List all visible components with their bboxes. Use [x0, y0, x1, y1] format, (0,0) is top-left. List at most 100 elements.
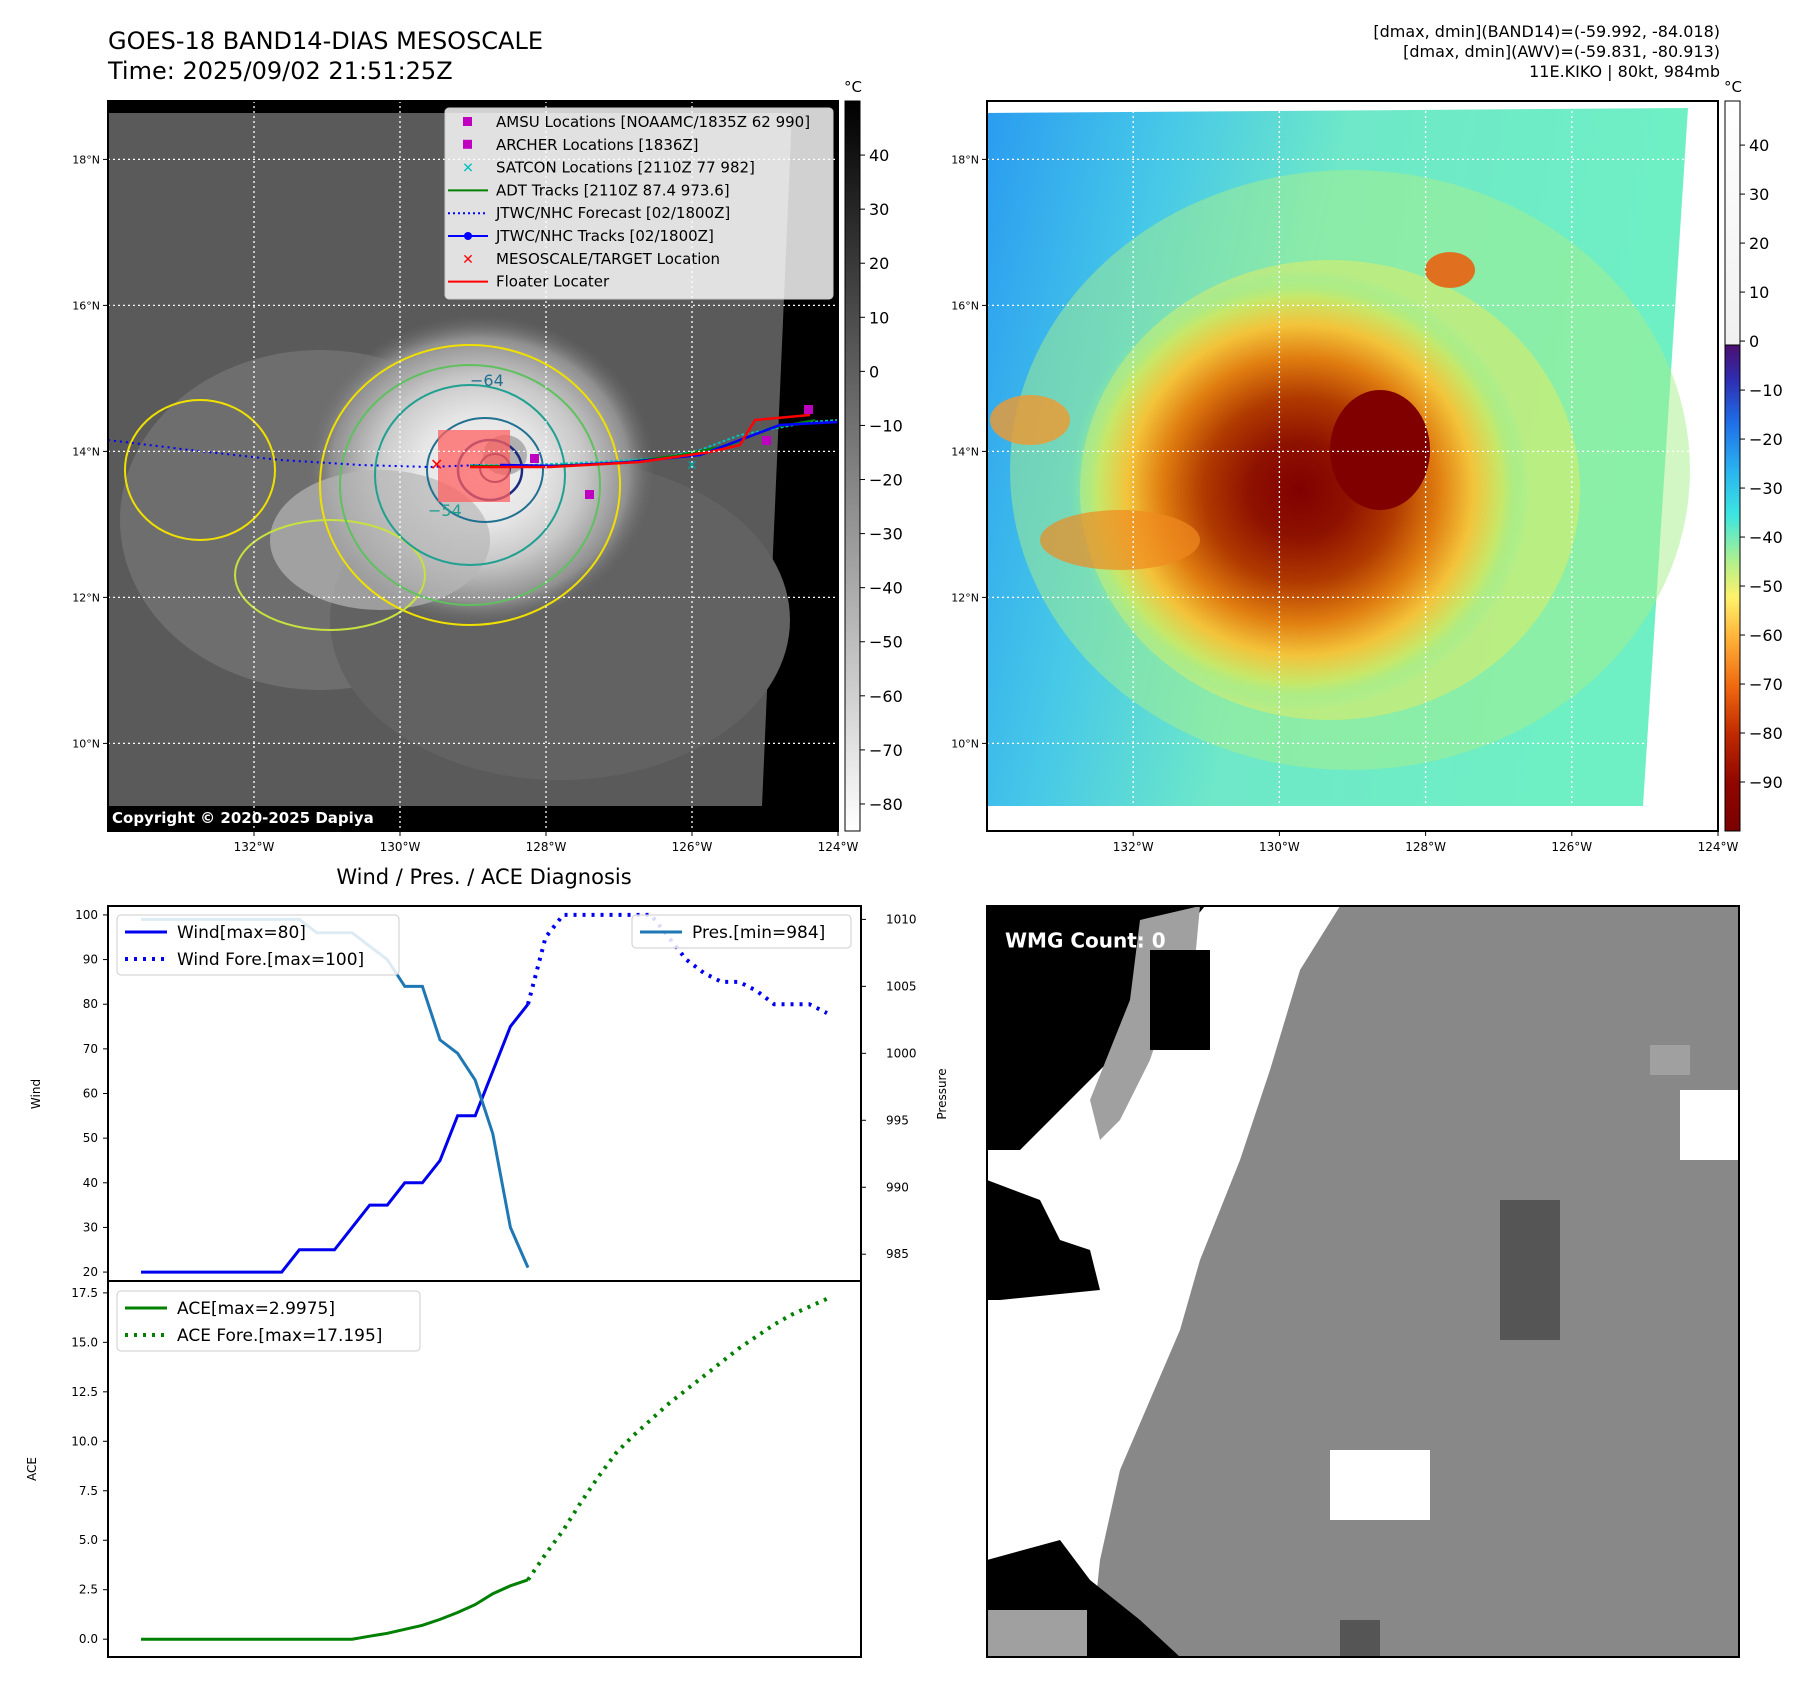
legend-box [116, 914, 400, 976]
ace-tick-label: 2.5 [79, 1583, 98, 1597]
lat-tick-label: 10°N [72, 737, 100, 750]
legend-marker-dot [464, 232, 472, 240]
ace-tick-label: 5.0 [79, 1533, 98, 1547]
ace-tick-label: 12.5 [71, 1385, 98, 1399]
lon-tick-label: 128°W [526, 840, 567, 854]
wmg-black-block [1150, 950, 1210, 1050]
wind-tick-label: 100 [75, 908, 98, 922]
ir-satellite-panel: ✕ ✕ −64 −54 AMSU Locations [NOAAMC/1835Z… [72, 78, 903, 854]
lon-tick-label: 132°W [234, 840, 275, 854]
legend-box [631, 914, 852, 949]
legend-label: AMSU Locations [NOAAMC/1835Z 62 990] [496, 113, 810, 131]
colorbar-tick-label: −40 [869, 579, 903, 598]
wind-tick-label: 30 [83, 1220, 98, 1234]
colorbar-tick-label: −80 [869, 795, 903, 814]
pressure-axis-label: Pressure [935, 1068, 949, 1119]
colorbar-tick-label: 20 [1749, 234, 1769, 253]
awv-panel-frame [986, 100, 1719, 832]
colorbar-tick-label: 20 [869, 254, 889, 273]
wmg-darkgray-block [1340, 1620, 1380, 1657]
pressure-legend: Pres.[min=984] [631, 914, 852, 949]
ir-panel-frame [107, 100, 839, 832]
wmg-black-region [987, 1180, 1100, 1300]
colorbar-tick-label: −60 [1749, 626, 1783, 645]
legend-box [116, 1290, 421, 1352]
colorbar-tick-label: −60 [869, 687, 903, 706]
contour-label: −54 [428, 501, 462, 520]
ir-axis-ticks: 132°W 130°W 128°W 126°W 124°W 18°N 16°N 14°N 12°… [72, 153, 858, 854]
awv-colorbar-lower [1724, 344, 1741, 832]
figure-time: Time: 2025/09/02 21:51:25Z [108, 57, 453, 85]
ir-colorbar-unit: °C [844, 78, 862, 96]
colorbar-tick-label: −20 [1749, 430, 1783, 449]
colorbar-tick-label: −50 [1749, 577, 1783, 596]
lon-tick-label: 126°W [1551, 840, 1592, 854]
legend-label: ARCHER Locations [1836Z] [496, 136, 699, 154]
legend-label: ACE[max=2.9975] [177, 1299, 335, 1319]
wind-tick-label: 90 [83, 953, 98, 967]
lat-tick-label: 14°N [951, 445, 979, 458]
legend-label: ACE Fore.[max=17.195] [177, 1326, 382, 1346]
pressure-tick-label: 985 [886, 1247, 909, 1261]
ace-tick-label: 15.0 [71, 1335, 98, 1349]
colorbar-tick-label: 30 [869, 200, 889, 219]
awv-colorbar-ticks: 40 30 20 10 0 −10 −20 −30 −40 −50 −60 −70 −80 −90 [1740, 136, 1783, 792]
lat-tick-label: 14°N [72, 445, 100, 458]
colorbar-tick-label: −50 [869, 633, 903, 652]
wmg-panel: WMG Count: 0 [986, 905, 1740, 1658]
legend-label: Wind Fore.[max=100] [177, 950, 364, 970]
ace-tick-label: 10.0 [71, 1434, 98, 1448]
awv-colorbar-upper [1724, 100, 1741, 346]
wmg-white-block [1680, 1090, 1739, 1160]
colorbar-tick-label: −30 [869, 525, 903, 544]
lat-tick-label: 16°N [72, 299, 100, 312]
band14-range-text: [dmax, dmin](BAND14)=(-59.992, -84.018) [1373, 22, 1720, 41]
lon-tick-label: 126°W [672, 840, 713, 854]
wmg-lightgray-block [1650, 1045, 1690, 1075]
ace-axis-label: ACE [25, 1457, 39, 1481]
wind-tick-label: 40 [83, 1176, 98, 1190]
svg-text:✕: ✕ [430, 455, 443, 474]
colorbar-tick-label: 40 [1749, 136, 1769, 155]
lat-tick-label: 12°N [951, 591, 979, 604]
colorbar-tick-label: −20 [869, 471, 903, 490]
ace-tick-label: 7.5 [79, 1484, 98, 1498]
awv-colorbar-unit: °C [1724, 78, 1742, 96]
awv-axis-ticks: 132°W 130°W 128°W 126°W 124°W 18°N 16°N 14°N 12°… [951, 153, 1738, 854]
ace-tick-label: 0.0 [79, 1632, 98, 1646]
diagnosis-title: Wind / Pres. / ACE Diagnosis [336, 865, 631, 889]
lon-tick-label: 130°W [380, 840, 421, 854]
colorbar-tick-label: 0 [869, 362, 879, 381]
ir-colorbar-ticks: 40 30 20 10 0 −10 −20 −30 −40 −50 −60 −70 −80 [860, 146, 903, 814]
colorbar-tick-label: 30 [1749, 185, 1769, 204]
lon-tick-label: 132°W [1113, 840, 1154, 854]
lat-tick-label: 16°N [951, 299, 979, 312]
wmg-count-label: WMG Count: 0 [1005, 929, 1166, 953]
lat-tick-label: 10°N [951, 737, 979, 750]
awv-satellite-panel: 132°W 130°W 128°W 126°W 124°W 18°N 16°N 14°N 12°… [951, 78, 1783, 854]
contour-label: −64 [470, 371, 504, 390]
lat-tick-label: 12°N [72, 591, 100, 604]
lon-tick-label: 130°W [1259, 840, 1300, 854]
ace-tick-label: 17.5 [71, 1286, 98, 1300]
wind-tick-label: 20 [83, 1265, 98, 1279]
series-line [141, 1003, 530, 1274]
lat-tick-label: 18°N [951, 153, 979, 166]
colorbar-tick-label: 0 [1749, 332, 1759, 351]
awv-range-text: [dmax, dmin](AWV)=(-59.831, -80.913) [1403, 42, 1720, 61]
series-line [526, 1296, 828, 1581]
legend-label: MESOSCALE/TARGET Location [496, 250, 720, 268]
ace-legend: ACE[max=2.9975] ACE Fore.[max=17.195] [116, 1290, 421, 1352]
storm-info-text: 11E.KIKO | 80kt, 984mb [1529, 62, 1720, 81]
legend-marker [463, 117, 472, 126]
colorbar-tick-label: −80 [1749, 724, 1783, 743]
pressure-tick-label: 1010 [886, 912, 917, 926]
legend-label: Wind[max=80] [177, 923, 306, 943]
wind-tick-label: 80 [83, 997, 98, 1011]
legend-marker: ✕ [462, 252, 474, 268]
colorbar-tick-label: −10 [869, 416, 903, 435]
legend-label: ADT Tracks [2110Z 87.4 973.6] [496, 181, 730, 199]
ir-colorbar [844, 100, 861, 832]
colorbar-tick-label: 40 [869, 146, 889, 165]
